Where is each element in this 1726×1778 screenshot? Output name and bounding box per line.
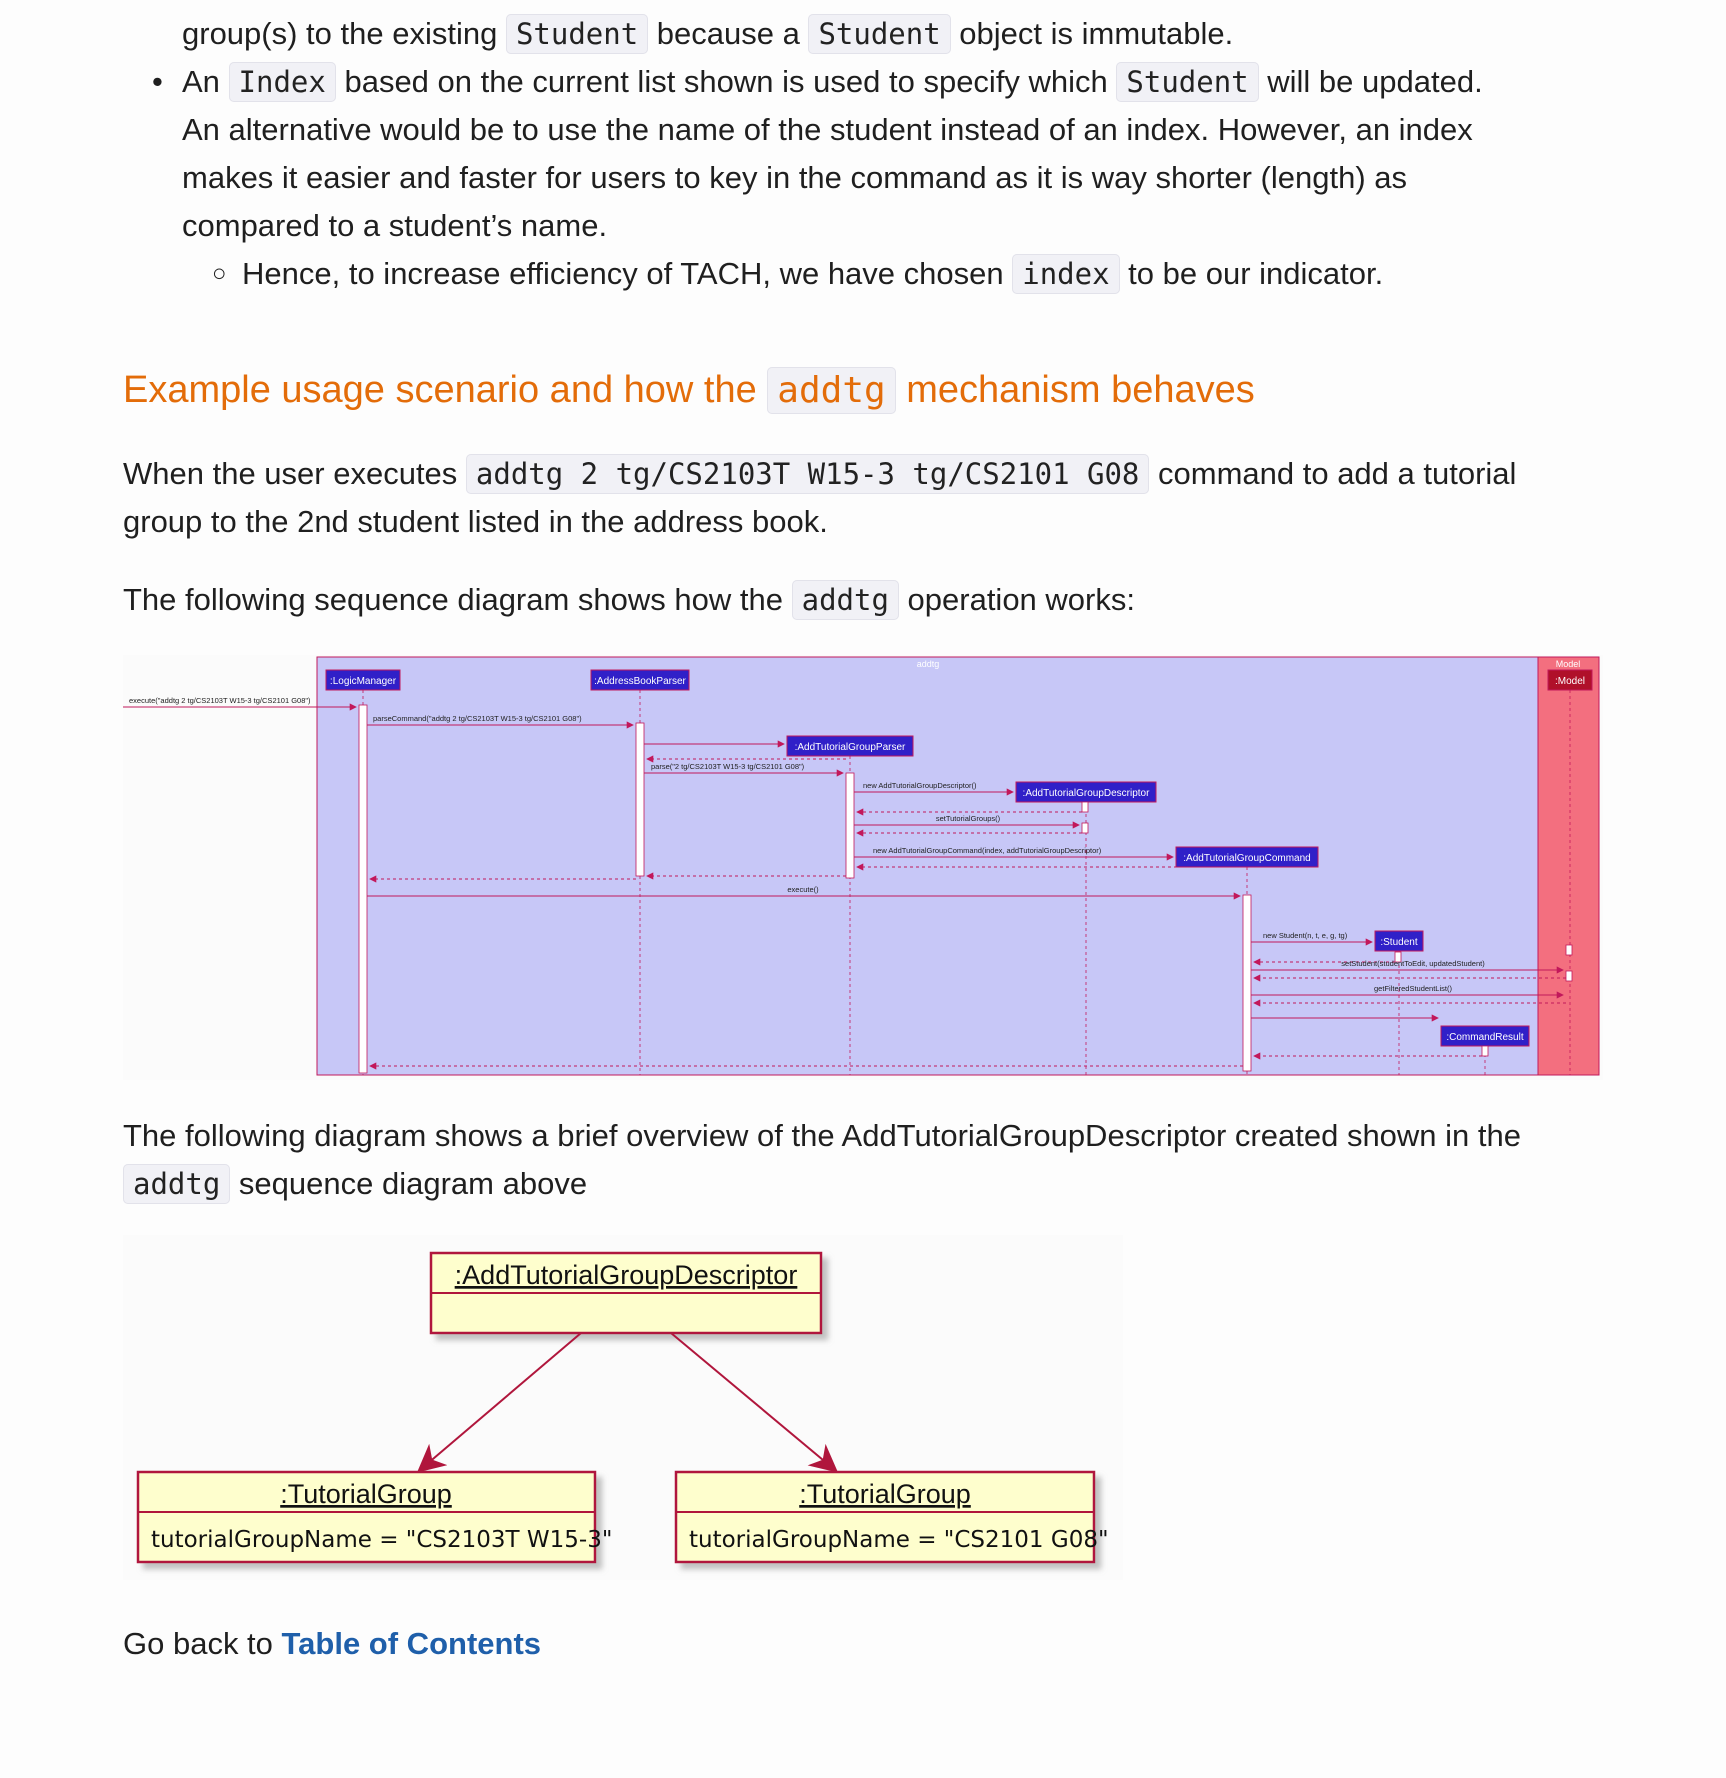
code-student: Student bbox=[1116, 62, 1259, 102]
text: based on the current list shown is used … bbox=[335, 64, 1117, 99]
text: An bbox=[182, 64, 229, 99]
para1-line1: When the user executes addtg 2 tg/CS2103… bbox=[123, 450, 1613, 498]
tg2-box bbox=[674, 1470, 1096, 1564]
msg-set-tutorial-groups-label: setTutorialGroups() bbox=[936, 814, 1001, 823]
tg1-attr: tutorialGroupName = "CS2103T W15-3" bbox=[151, 1527, 612, 1553]
para1-line2: group to the 2nd student listed in the a… bbox=[123, 504, 828, 539]
msg-new-student-label: new Student(n, t, e, g, tg) bbox=[1263, 931, 1348, 940]
msg-set-student-label: setStudent(studentToEdit, updatedStudent… bbox=[1341, 959, 1485, 968]
participant-student-label: :Student bbox=[1380, 937, 1417, 948]
text: When the user executes bbox=[123, 456, 466, 491]
msg-parse-command-label: parseCommand("addtg 2 tg/CS2103T W15-3 t… bbox=[373, 714, 582, 723]
tg2-title: :TutorialGroup bbox=[799, 1479, 971, 1509]
para2: The following sequence diagram shows how… bbox=[123, 576, 1613, 624]
code-addtg: addtg bbox=[123, 1164, 231, 1204]
code-addtg: addtg bbox=[791, 580, 899, 620]
participant-add-tg-command-label: :AddTutorialGroupCommand bbox=[1183, 853, 1310, 864]
bullet-dot: • bbox=[152, 64, 163, 99]
code-addtg: addtg bbox=[767, 367, 896, 414]
tg1-title: :TutorialGroup bbox=[280, 1479, 452, 1509]
table-of-contents-link[interactable]: Table of Contents bbox=[281, 1626, 542, 1661]
descriptor-title: :AddTutorialGroupDescriptor bbox=[455, 1260, 798, 1290]
participant-add-tg-parser bbox=[786, 735, 914, 757]
text: to be our indicator. bbox=[1119, 256, 1384, 291]
text: The following sequence diagram shows how… bbox=[123, 582, 792, 617]
code-index: Index bbox=[228, 62, 336, 102]
participant-model bbox=[1547, 669, 1593, 691]
participant-add-tg-command bbox=[1175, 846, 1319, 868]
code-student: Student bbox=[505, 14, 649, 54]
model-frame bbox=[1537, 656, 1600, 1076]
text: operation works: bbox=[898, 582, 1135, 617]
code-command: addtg 2 tg/CS2103T W15-3 tg/CS2101 G08 bbox=[465, 454, 1150, 494]
participant-add-tg-parser-label: :AddTutorialGroupParser bbox=[795, 742, 906, 753]
msg-new-command-label: new AddTutorialGroupCommand(index, addTu… bbox=[873, 846, 1102, 855]
text: because a bbox=[648, 16, 809, 51]
bullet2-line3: makes it easier and faster for users to … bbox=[182, 160, 1408, 195]
text: group(s) to the existing bbox=[182, 16, 506, 51]
participant-address-book-parser-label: :AddressBookParser bbox=[594, 676, 686, 687]
text: object is immutable. bbox=[950, 16, 1234, 51]
text: sequence diagram above bbox=[230, 1166, 588, 1201]
para3-line2: addtg sequence diagram above bbox=[123, 1160, 1613, 1208]
sub-bullet-circle: ○ bbox=[212, 260, 227, 287]
participant-logic-manager-label: :LogicManager bbox=[330, 676, 397, 687]
bullet2-line4: compared to a student’s name. bbox=[182, 208, 608, 243]
bullet2-line1: An Index based on the current list shown… bbox=[182, 58, 1672, 106]
text: mechanism behaves bbox=[895, 369, 1255, 411]
participant-add-tg-descriptor-label: :AddTutorialGroupDescriptor bbox=[1023, 788, 1151, 799]
intro-line1: group(s) to the existing Student because… bbox=[182, 10, 1672, 58]
participant-logic-manager bbox=[325, 669, 401, 691]
object-diagram: :AddTutorialGroupDescriptor :TutorialGro… bbox=[123, 1235, 1123, 1580]
code-student: Student bbox=[808, 14, 951, 54]
msg-parse-label: parse("2 tg/CS2103T W15-3 tg/CS2101 G08"… bbox=[651, 762, 805, 771]
tg2-attr: tutorialGroupName = "CS2101 G08" bbox=[689, 1527, 1109, 1553]
activation-bars bbox=[358, 704, 1573, 1074]
sub-bullet-line: Hence, to increase efficiency of TACH, w… bbox=[242, 250, 1726, 298]
sequence-diagram: addtg Model :LogicManager :AddressBookPa… bbox=[123, 655, 1603, 1080]
participant-student bbox=[1374, 930, 1424, 952]
arrow-to-tg2 bbox=[670, 1332, 839, 1473]
tg1-box bbox=[136, 1470, 597, 1564]
section-heading: Example usage scenario and how the addtg… bbox=[123, 360, 1255, 421]
participant-model-label: :Model bbox=[1555, 676, 1585, 687]
footer-line: Go back to Table of Contents bbox=[123, 1620, 1613, 1668]
logic-frame bbox=[316, 656, 1540, 1076]
frame-logic-label: addtg bbox=[917, 659, 940, 669]
participant-command-result-label: :CommandResult bbox=[1446, 1032, 1523, 1043]
text: command to add a tutorial bbox=[1149, 456, 1517, 491]
msg-execute-in-label: execute("addtg 2 tg/CS2103T W15-3 tg/CS2… bbox=[129, 696, 311, 705]
participant-address-book-parser bbox=[590, 669, 690, 691]
bullet2-line2: An alternative would be to use the name … bbox=[182, 112, 1473, 147]
code-index: index bbox=[1012, 254, 1120, 294]
msg-execute-label: execute() bbox=[787, 885, 819, 894]
arrow-to-tg1 bbox=[416, 1332, 582, 1473]
para3-line1: The following diagram shows a brief over… bbox=[123, 1118, 1521, 1153]
text: Hence, to increase efficiency of TACH, w… bbox=[242, 256, 1013, 291]
text: Example usage scenario and how the bbox=[123, 369, 768, 411]
text: Go back to bbox=[123, 1626, 282, 1661]
msg-new-descriptor-label: new AddTutorialGroupDescriptor() bbox=[863, 781, 977, 790]
text: will be updated. bbox=[1258, 64, 1483, 99]
frame-model-label: Model bbox=[1556, 659, 1581, 669]
msg-get-filtered-label: getFilteredStudentList() bbox=[1374, 984, 1452, 993]
